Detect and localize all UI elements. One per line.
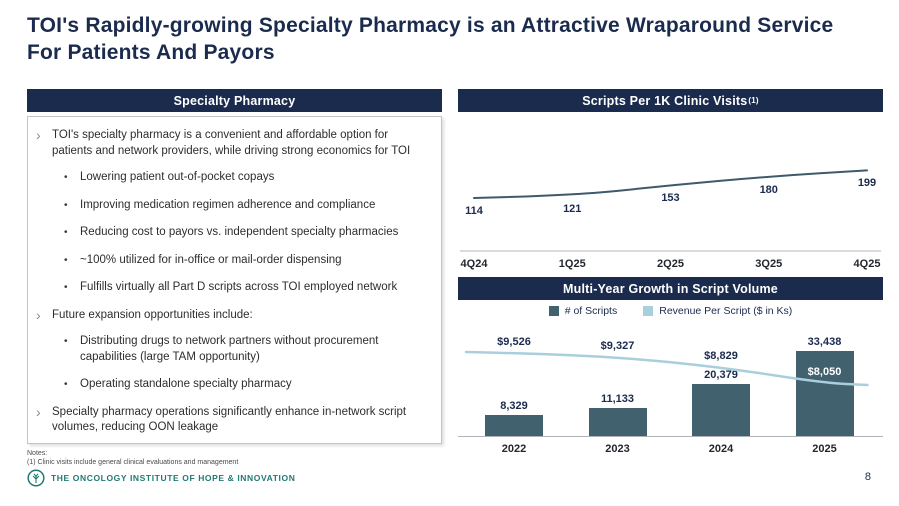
revenue-value-label: $9,526 xyxy=(497,336,531,348)
scripts-value-label: 33,438 xyxy=(807,336,842,348)
bullet-text: Improving medication regimen adherence a… xyxy=(80,198,376,211)
dot-bullet-icon: • xyxy=(64,379,68,391)
revenue-value-label: $9,327 xyxy=(600,340,635,353)
bullet-item: › Specialty pharmacy operations significa… xyxy=(36,403,431,436)
scripts-bar xyxy=(485,414,543,436)
scripts-bar xyxy=(692,384,750,436)
bullet-item: • Improving medication regimen adherence … xyxy=(64,198,431,214)
volume-chart-header: Multi-Year Growth in Script Volume xyxy=(458,277,883,300)
legend-label-revenue: Revenue Per Script ($ in Ks) xyxy=(659,305,793,317)
notes: Notes: (1) Clinic visits include general… xyxy=(27,449,238,468)
volume-chart-legend: # of Scripts Revenue Per Script ($ in Ks… xyxy=(458,305,883,317)
bullet-text: Fulfills virtually all Part D scripts ac… xyxy=(80,281,398,294)
bullet-text: ~100% utilized for in-office or mail-ord… xyxy=(80,253,342,266)
x-axis-tick: 2025 xyxy=(812,443,837,455)
chevron-bullet-icon: › xyxy=(36,127,41,143)
footnote-text: (1) Clinic visits include general clinic… xyxy=(27,459,239,467)
specialty-pharmacy-panel: › TOI's specialty pharmacy is a convenien… xyxy=(27,116,442,444)
dot-bullet-icon: • xyxy=(64,172,68,184)
chevron-bullet-icon: › xyxy=(36,306,41,323)
specialty-pharmacy-header-label: Specialty Pharmacy xyxy=(173,93,296,108)
x-axis-tick: 2022 xyxy=(501,443,527,455)
specialty-pharmacy-header: Specialty Pharmacy xyxy=(27,89,442,112)
bullet-text: Future expansion opportunities include: xyxy=(52,308,253,321)
line-point-value: 199 xyxy=(857,177,877,190)
scripts-chart-header-label: Scripts Per 1K Clinic Visits xyxy=(582,93,748,108)
bullet-text: Operating standalone specialty pharmacy xyxy=(80,378,292,391)
chevron-bullet-icon: › xyxy=(36,403,41,420)
dot-bullet-icon: • xyxy=(64,227,68,239)
line-point-value: 121 xyxy=(563,202,582,215)
legend-item-revenue: Revenue Per Script ($ in Ks) xyxy=(643,305,792,317)
bullet-text: Distributing drugs to network partners w… xyxy=(80,335,379,363)
dot-bullet-icon: • xyxy=(64,336,68,348)
footer-brand: THE ONCOLOGY INSTITUTE OF HOPE & INNOVAT… xyxy=(27,469,295,487)
dot-bullet-icon: • xyxy=(64,254,68,266)
x-axis-tick: 2Q25 xyxy=(657,258,684,270)
bullet-text: Specialty pharmacy operations significan… xyxy=(52,405,407,434)
legend-label-scripts: # of Scripts xyxy=(564,305,618,317)
scripts-chart-header: Scripts Per 1K Clinic Visits (1) xyxy=(458,89,883,112)
scripts-line-canvas xyxy=(460,169,881,252)
x-axis-line xyxy=(458,436,883,437)
legend-item-scripts: # of Scripts xyxy=(548,305,618,317)
scripts-line-chart: 114 121 153 180 199 4Q24 1Q25 2Q25 3Q25 4Q25 xyxy=(458,113,883,275)
x-axis-tick: 2023 xyxy=(605,443,630,455)
line-point-value: 180 xyxy=(759,183,778,196)
x-axis-tick: 1Q25 xyxy=(558,258,586,270)
page-number: 8 xyxy=(864,471,871,483)
line-point-value: 114 xyxy=(465,204,483,217)
bullet-item: • Lowering patient out-of-pocket copays xyxy=(64,170,431,186)
dot-bullet-icon: • xyxy=(64,199,68,211)
x-axis-tick: 3Q25 xyxy=(755,258,783,270)
scripts-value-label: 20,379 xyxy=(704,369,738,382)
scripts-series-swatch xyxy=(548,306,559,316)
bullet-item: • Distributing drugs to network partners … xyxy=(64,334,431,365)
bullet-text: Lowering patient out-of-pocket copays xyxy=(80,171,275,184)
bullet-item: • ~100% utilized for in-office or mail-or… xyxy=(64,253,431,269)
script-volume-chart: 8,329 11,133 20,379 33,438 $9,526 $9,327 $8,82… xyxy=(458,326,883,458)
bullet-item: • Fulfills virtually all Part D scripts a… xyxy=(64,280,431,296)
bullet-text: TOI's specialty pharmacy is a convenient… xyxy=(52,129,411,157)
volume-chart-header-label: Multi-Year Growth in Script Volume xyxy=(563,281,778,296)
bullet-item: • Operating standalone specialty pharmacy xyxy=(64,377,431,393)
revenue-value-label: $8,050 xyxy=(807,366,842,378)
line-point-value: 153 xyxy=(661,192,680,205)
page-title: TOI's Rapidly-growing Specialty Pharmacy… xyxy=(27,14,834,65)
notes-label: Notes: xyxy=(27,450,48,457)
x-axis-tick: 4Q25 xyxy=(853,258,881,270)
bullet-item: › Future expansion opportunities include: xyxy=(36,306,431,324)
x-axis-tick: 4Q24 xyxy=(460,258,488,270)
scripts-bar xyxy=(795,351,854,436)
scripts-bar xyxy=(588,407,647,436)
bullet-text: Reducing cost to payors vs. independent … xyxy=(80,226,399,239)
scripts-value-label: 8,329 xyxy=(500,399,528,412)
bullet-item: › TOI's specialty pharmacy is a convenien… xyxy=(36,128,431,159)
scripts-value-label: 11,133 xyxy=(600,392,635,405)
bullet-item: • Reducing cost to payors vs. independent… xyxy=(64,225,431,241)
brand-name: THE ONCOLOGY INSTITUTE OF HOPE & INNOVAT… xyxy=(51,473,296,483)
toi-logo-icon xyxy=(27,469,45,487)
revenue-series-swatch xyxy=(643,306,654,316)
revenue-value-label: $8,829 xyxy=(704,350,738,363)
dot-bullet-icon: • xyxy=(64,282,68,294)
x-axis-tick: 2024 xyxy=(708,443,734,455)
